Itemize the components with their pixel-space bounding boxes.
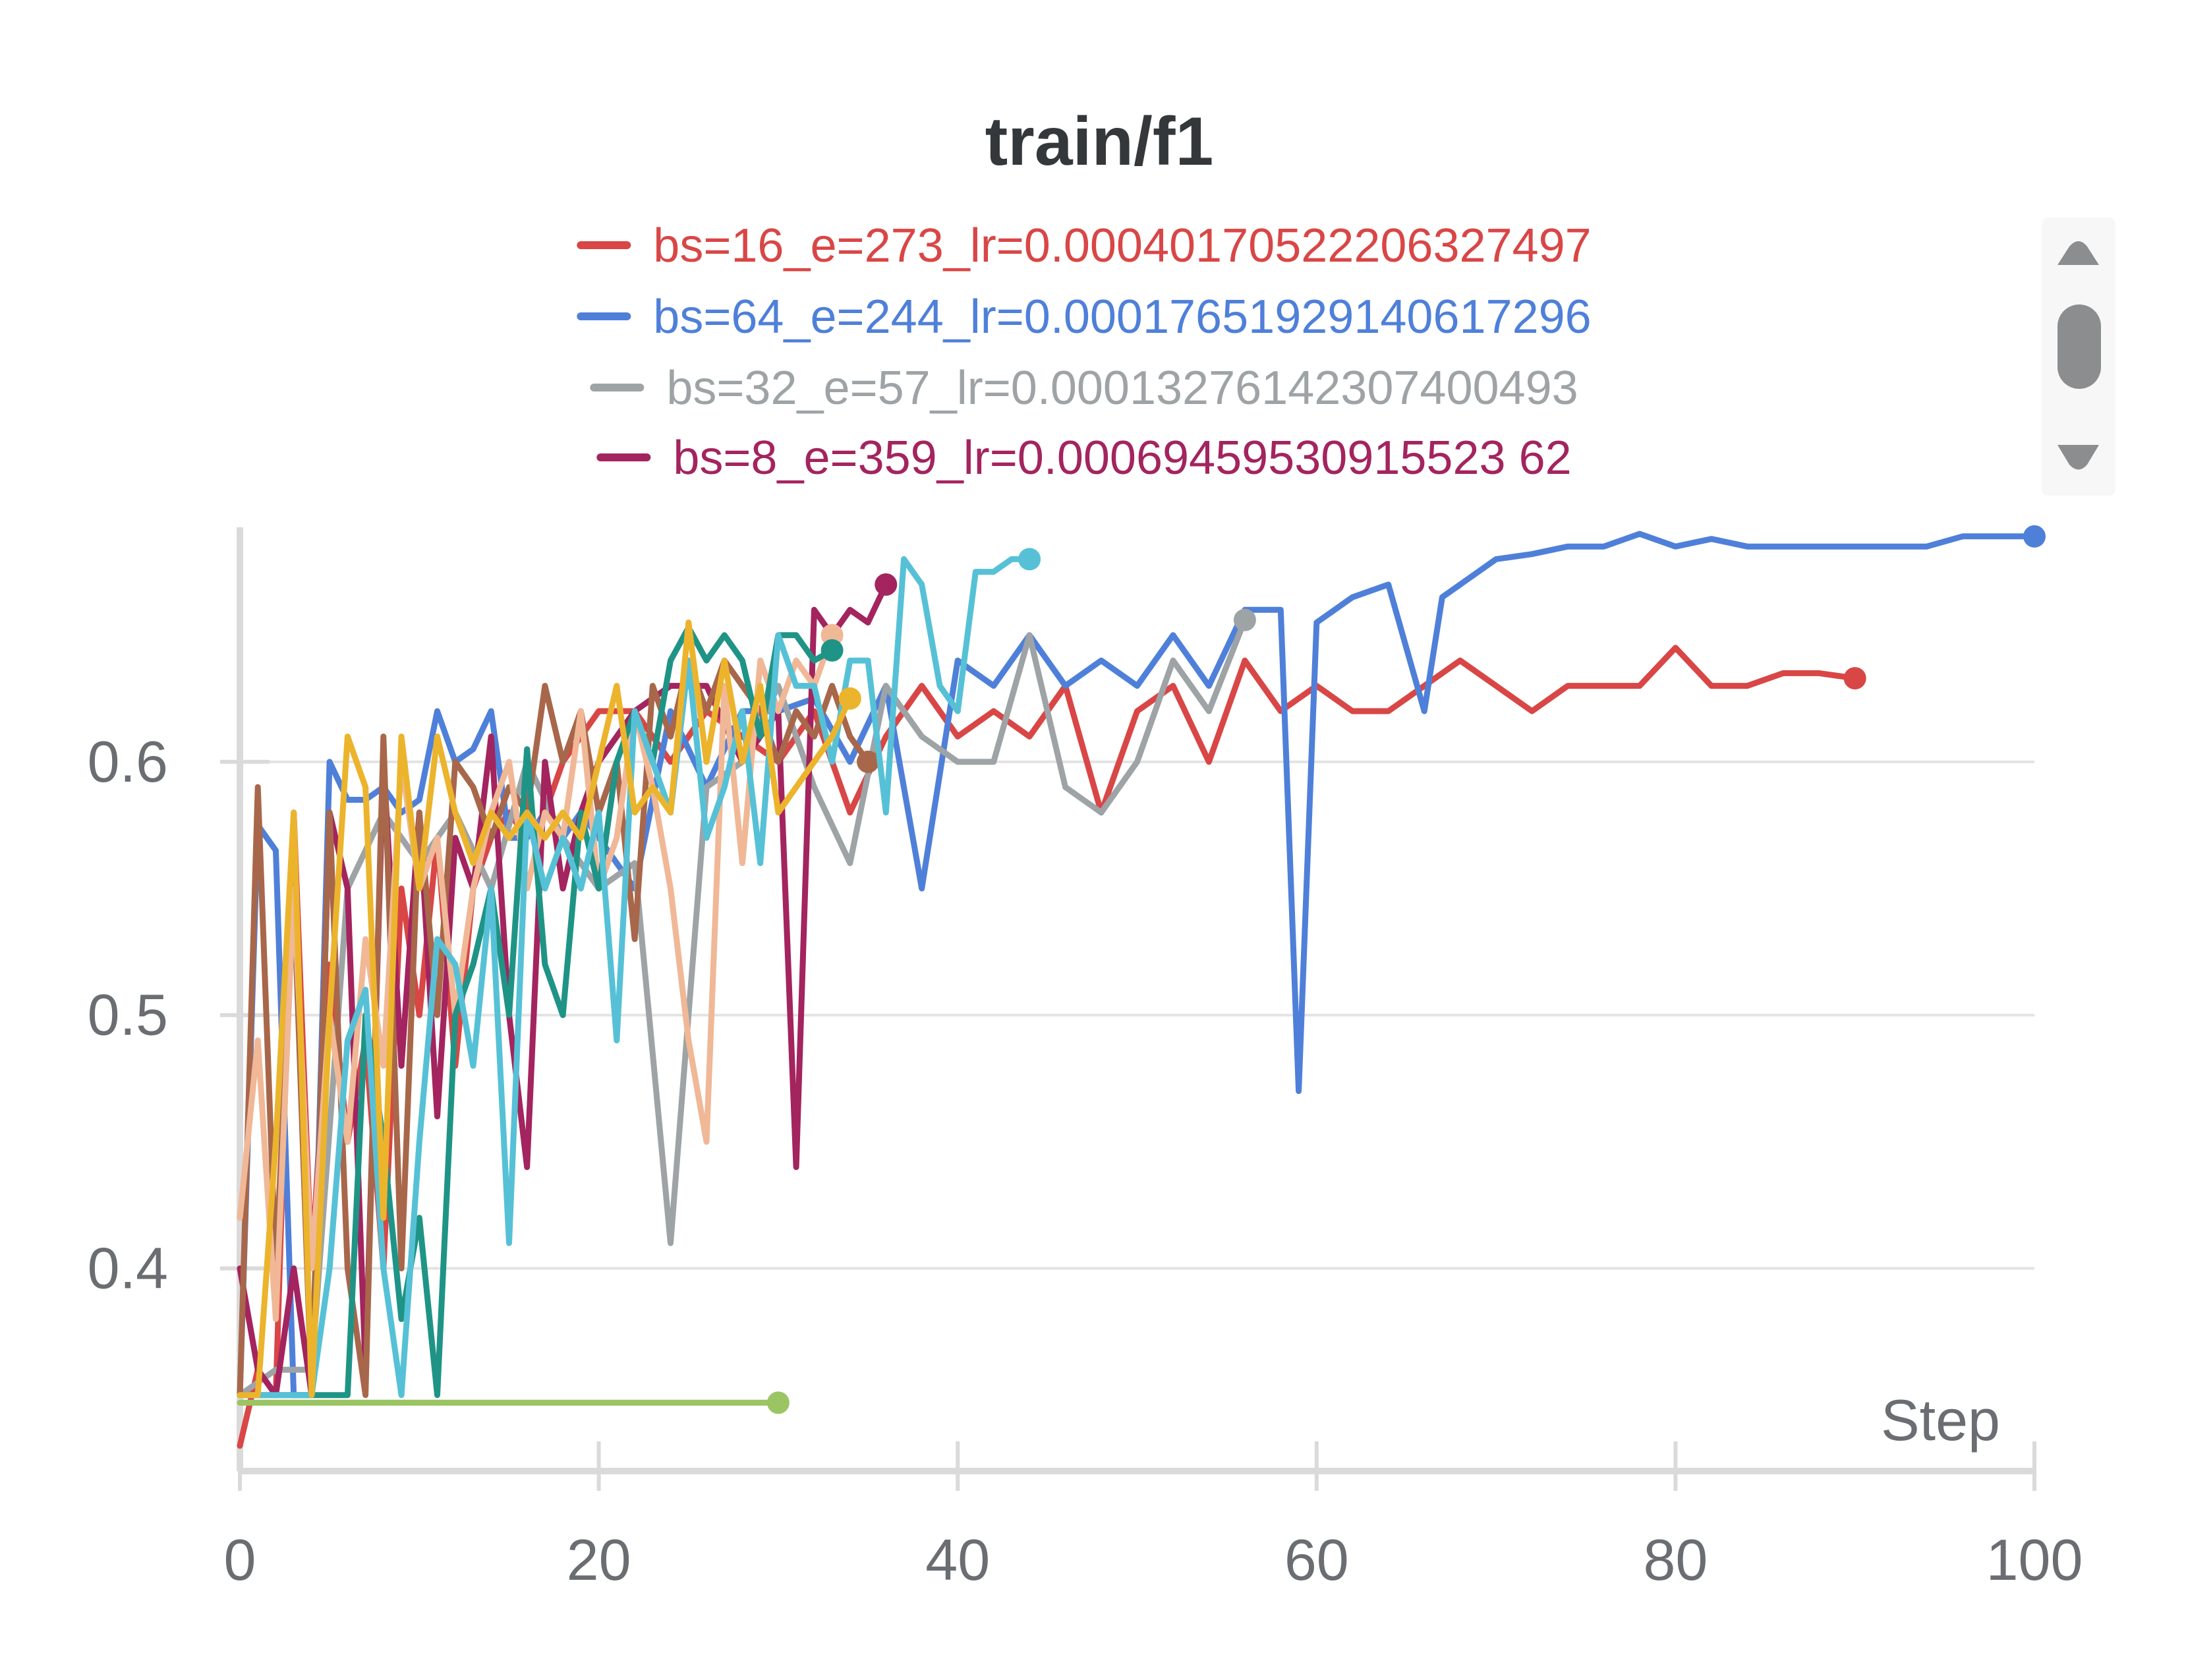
series-layer bbox=[237, 525, 2046, 1449]
x-tick-label: 20 bbox=[567, 1527, 631, 1592]
legend-item[interactable]: bs=8_e=359_lr=0.00069459530915523 62 bbox=[596, 432, 1572, 484]
axes bbox=[220, 527, 2036, 1491]
x-tick-label: 100 bbox=[1986, 1527, 2083, 1592]
series-endpoint[interactable] bbox=[1233, 608, 1256, 631]
legend-item[interactable]: bs=64_e=244_lr=0.00017651929140617296 bbox=[577, 291, 1592, 343]
legend-label: bs=64_e=244_lr=0.00017651929140617296 bbox=[653, 291, 1591, 343]
series-line[interactable] bbox=[237, 645, 1858, 1449]
legend-label: bs=16_e=273_lr=0.0004017052220632749​7 bbox=[653, 219, 1591, 272]
series-endpoint[interactable] bbox=[1018, 548, 1041, 571]
x-tick-label: 60 bbox=[1284, 1527, 1349, 1592]
y-tick-label: 0.5 bbox=[88, 982, 168, 1047]
series-8[interactable] bbox=[237, 620, 861, 1399]
series-endpoint[interactable] bbox=[857, 750, 880, 773]
y-tick-label: 0.4 bbox=[88, 1236, 168, 1301]
chart-title: train/f1 bbox=[985, 103, 1214, 180]
legend-label: bs=8_e=359_lr=0.00069459530915523 62 bbox=[673, 432, 1571, 484]
series-7[interactable] bbox=[237, 548, 1041, 1399]
legend-item[interactable]: bs=32_e=57_lr=0.00013276142307400493 bbox=[590, 362, 1578, 415]
series-line[interactable] bbox=[237, 620, 853, 1399]
legend: bs=16_e=273_lr=0.0004017052220632749​7bs… bbox=[577, 219, 1592, 484]
legend-label: bs=32_e=57_lr=0.00013276142307400493 bbox=[666, 362, 1578, 415]
y-tick-label: 0.6 bbox=[88, 729, 168, 794]
x-tick-label: 40 bbox=[925, 1527, 990, 1592]
series-endpoint[interactable] bbox=[875, 573, 898, 596]
series-endpoint[interactable] bbox=[2023, 525, 2046, 548]
series-1[interactable] bbox=[237, 525, 2046, 1399]
legend-scroll-up-icon[interactable] bbox=[2057, 241, 2099, 265]
legend-item[interactable]: bs=16_e=273_lr=0.0004017052220632749​7 bbox=[577, 219, 1592, 272]
series-endpoint[interactable] bbox=[1843, 667, 1866, 690]
series-endpoint[interactable] bbox=[820, 639, 844, 662]
series-line[interactable] bbox=[237, 556, 1033, 1399]
series-endpoint[interactable] bbox=[766, 1391, 790, 1414]
legend-scroll-down-icon[interactable] bbox=[2057, 445, 2099, 470]
series-9[interactable] bbox=[237, 1391, 790, 1414]
legend-scroll-thumb[interactable] bbox=[2057, 304, 2101, 389]
x-tick-label: 0 bbox=[224, 1527, 256, 1592]
x-axis-label: Step bbox=[1881, 1387, 2000, 1453]
series-endpoint[interactable] bbox=[838, 687, 861, 710]
x-tick-label: 80 bbox=[1643, 1527, 1708, 1592]
series-0[interactable] bbox=[237, 645, 1866, 1449]
legend-scroll-control[interactable] bbox=[2042, 217, 2115, 496]
tick-labels: 0 20 40 60 80 100 0.4 0.5 0.6 bbox=[88, 729, 2083, 1592]
series-line[interactable] bbox=[237, 531, 2038, 1399]
